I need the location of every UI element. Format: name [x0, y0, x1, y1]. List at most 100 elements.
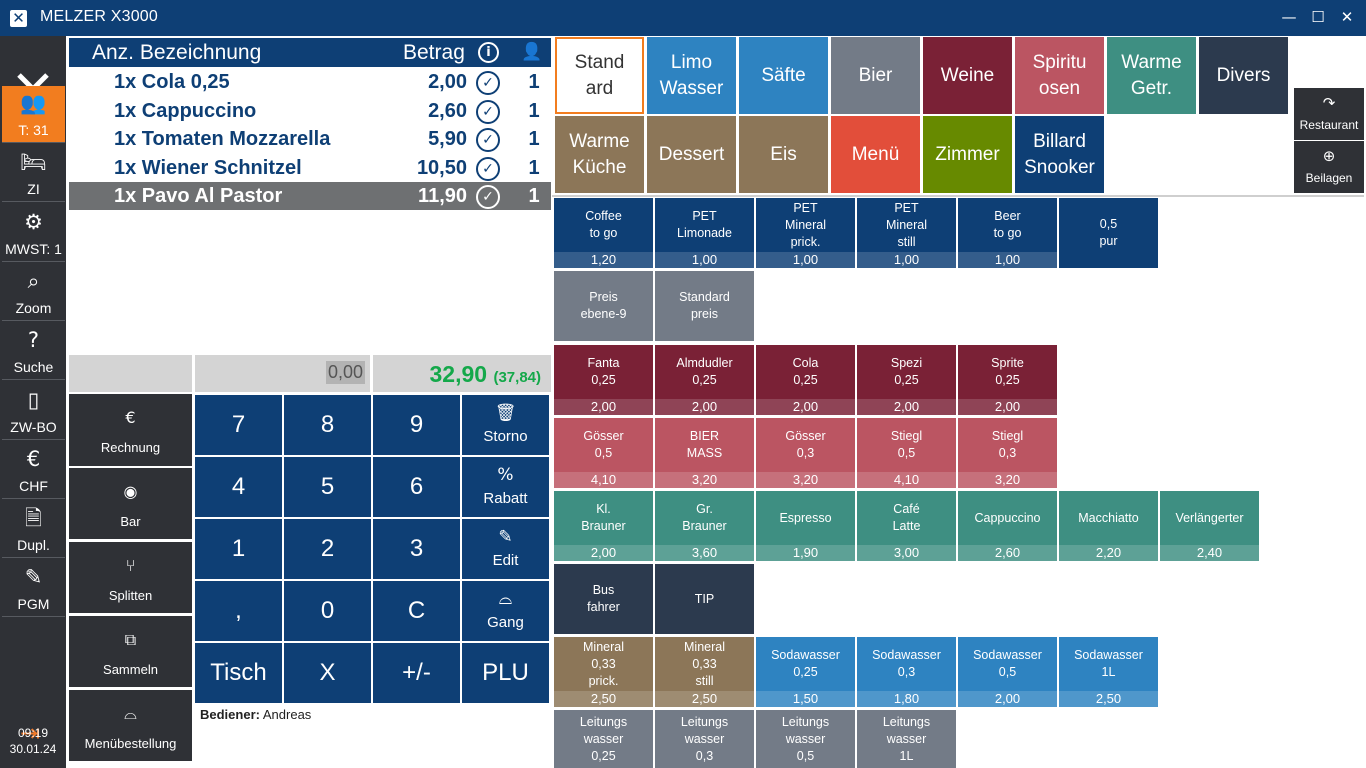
- product-tile[interactable]: Leitungs wasser 1L: [857, 710, 956, 768]
- beilagen-button[interactable]: ⊕ Beilagen: [1294, 141, 1364, 193]
- product-tile[interactable]: Leitungs wasser 0,25: [554, 710, 653, 768]
- product-tile[interactable]: Preis ebene-9: [554, 271, 653, 341]
- product-tile[interactable]: PET Limonade 1,00: [655, 198, 754, 268]
- key-0[interactable]: 0: [284, 581, 371, 641]
- check-circle-icon[interactable]: ✓: [476, 128, 500, 152]
- input-value[interactable]: 0,00: [325, 361, 365, 384]
- category-menü[interactable]: Menü: [831, 116, 920, 193]
- product-tile[interactable]: Standard preis: [655, 271, 754, 341]
- gang-button[interactable]: ⌓ Gang: [462, 581, 549, 641]
- sammeln-button[interactable]: ⧉ Sammeln: [69, 616, 192, 687]
- info-icon[interactable]: i: [478, 42, 499, 63]
- key-tisch[interactable]: Tisch: [195, 643, 282, 703]
- category-bier[interactable]: Bier: [831, 37, 920, 114]
- order-row[interactable]: 1x Cola 0,25 2,00 ✓ 1: [69, 68, 551, 96]
- product-tile[interactable]: Spezi 0,25 2,00: [857, 345, 956, 415]
- product-tile[interactable]: Cappuccino 2,60: [958, 491, 1057, 561]
- key-x[interactable]: X: [284, 643, 371, 703]
- key-9[interactable]: 9: [373, 395, 460, 455]
- product-tile[interactable]: Sodawasser 1L 2,50: [1059, 637, 1158, 707]
- key-7[interactable]: 7: [195, 395, 282, 455]
- product-tile[interactable]: Cola 0,25 2,00: [756, 345, 855, 415]
- product-tile[interactable]: Gr. Brauner 3,60: [655, 491, 754, 561]
- check-circle-icon[interactable]: ✓: [476, 99, 500, 124]
- key-4[interactable]: 4: [195, 457, 282, 517]
- maximize-button[interactable]: ☐: [1311, 8, 1325, 26]
- product-tile[interactable]: Coffee to go 1,20: [554, 198, 653, 268]
- category-spirituosen[interactable]: Spiritu osen: [1015, 37, 1104, 114]
- category-limowasser[interactable]: Limo Wasser: [647, 37, 736, 114]
- product-tile[interactable]: Almdudler 0,25 2,00: [655, 345, 754, 415]
- category-zimmer[interactable]: Zimmer: [923, 116, 1012, 193]
- key-c[interactable]: C: [373, 581, 460, 641]
- product-tile[interactable]: PET Mineral still 1,00: [857, 198, 956, 268]
- rabatt-button[interactable]: % Rabatt: [462, 457, 549, 517]
- key-1[interactable]: 1: [195, 519, 282, 579]
- check-circle-icon[interactable]: ✓: [476, 156, 500, 181]
- minimize-button[interactable]: —: [1281, 8, 1297, 26]
- key-2[interactable]: 2: [284, 519, 371, 579]
- category-säfte[interactable]: Säfte: [739, 37, 828, 114]
- product-tile[interactable]: Verlängerter 2,40: [1160, 491, 1259, 561]
- key-5[interactable]: 5: [284, 457, 371, 517]
- product-tile[interactable]: Sprite 0,25 2,00: [958, 345, 1057, 415]
- close-button[interactable]: ✕: [1340, 8, 1354, 26]
- product-tile[interactable]: Stiegl 0,5 4,10: [857, 418, 956, 488]
- category-dessert[interactable]: Dessert: [647, 116, 736, 193]
- sidebar-item-pgm[interactable]: ✎ PGM: [2, 560, 65, 618]
- key-plu[interactable]: PLU: [462, 643, 549, 703]
- product-tile[interactable]: Gösser 0,5 4,10: [554, 418, 653, 488]
- product-tile[interactable]: Mineral 0,33 still 2,50: [655, 637, 754, 707]
- sidebar-item-chf[interactable]: € CHF: [2, 441, 65, 499]
- menübestellung-button[interactable]: ⌓ Menübestellung: [69, 690, 192, 761]
- splitten-button[interactable]: ⑂ Splitten: [69, 542, 192, 613]
- key-8[interactable]: 8: [284, 395, 371, 455]
- category-weine[interactable]: Weine: [923, 37, 1012, 114]
- product-tile[interactable]: Mineral 0,33 prick. 2,50: [554, 637, 653, 707]
- check-circle-icon[interactable]: ✓: [476, 185, 500, 209]
- category-standard[interactable]: Stand ard: [555, 37, 644, 114]
- category-divers[interactable]: Divers: [1199, 37, 1288, 114]
- sidebar-item-dupl-[interactable]: 🗎 Dupl.: [2, 501, 65, 559]
- edit-button[interactable]: ✎ Edit: [462, 519, 549, 579]
- category-eis[interactable]: Eis: [739, 116, 828, 193]
- order-row[interactable]: 1x Pavo Al Pastor 11,90 ✓ 1: [69, 182, 551, 210]
- key-plus-minus[interactable]: +/-: [373, 643, 460, 703]
- product-tile[interactable]: 0,5 pur: [1059, 198, 1158, 268]
- product-tile[interactable]: Gösser 0,3 3,20: [756, 418, 855, 488]
- product-tile[interactable]: Macchiatto 2,20: [1059, 491, 1158, 561]
- restaurant-button[interactable]: ↷ Restaurant: [1294, 88, 1364, 140]
- order-row[interactable]: 1x Cappuccino 2,60 ✓ 1: [69, 97, 551, 125]
- order-row[interactable]: 1x Wiener Schnitzel 10,50 ✓ 1: [69, 154, 551, 182]
- sidebar-item-suche[interactable]: ? Suche: [2, 323, 65, 381]
- category-billardsnooker[interactable]: Billard Snooker: [1015, 116, 1104, 193]
- key-6[interactable]: 6: [373, 457, 460, 517]
- rechnung-button[interactable]: € Rechnung: [69, 394, 192, 466]
- product-tile[interactable]: Sodawasser 0,3 1,80: [857, 637, 956, 707]
- sidebar-item-zi[interactable]: 🛏 ZI: [2, 145, 65, 203]
- check-circle-icon[interactable]: ✓: [476, 71, 500, 95]
- category-warmegetr-[interactable]: Warme Getr.: [1107, 37, 1196, 114]
- product-tile[interactable]: Sodawasser 0,5 2,00: [958, 637, 1057, 707]
- sidebar-item-mwst-1[interactable]: ⚙ MWST: 1: [2, 204, 65, 262]
- product-tile[interactable]: Stiegl 0,3 3,20: [958, 418, 1057, 488]
- product-tile[interactable]: Beer to go 1,00: [958, 198, 1057, 268]
- product-tile[interactable]: Bus fahrer: [554, 564, 653, 634]
- product-tile[interactable]: Leitungs wasser 0,5: [756, 710, 855, 768]
- product-tile[interactable]: Fanta 0,25 2,00: [554, 345, 653, 415]
- sidebar-item-zw-bo[interactable]: ▯ ZW-BO: [2, 382, 65, 440]
- product-tile[interactable]: TIP: [655, 564, 754, 634]
- key-comma[interactable]: ,: [195, 581, 282, 641]
- product-tile[interactable]: Espresso 1,90: [756, 491, 855, 561]
- product-tile[interactable]: Leitungs wasser 0,3: [655, 710, 754, 768]
- category-warmeküche[interactable]: Warme Küche: [555, 116, 644, 193]
- product-tile[interactable]: PET Mineral prick. 1,00: [756, 198, 855, 268]
- product-tile[interactable]: Kl. Brauner 2,00: [554, 491, 653, 561]
- order-row[interactable]: 1x Tomaten Mozzarella 5,90 ✓ 1: [69, 125, 551, 153]
- product-tile[interactable]: BIER MASS 3,20: [655, 418, 754, 488]
- sidebar-item-t-31[interactable]: 👥 T: 31: [2, 86, 65, 143]
- bar-button[interactable]: ◉ Bar: [69, 468, 192, 539]
- storno-button[interactable]: 🗑 Storno: [462, 395, 549, 455]
- key-3[interactable]: 3: [373, 519, 460, 579]
- product-tile[interactable]: Sodawasser 0,25 1,50: [756, 637, 855, 707]
